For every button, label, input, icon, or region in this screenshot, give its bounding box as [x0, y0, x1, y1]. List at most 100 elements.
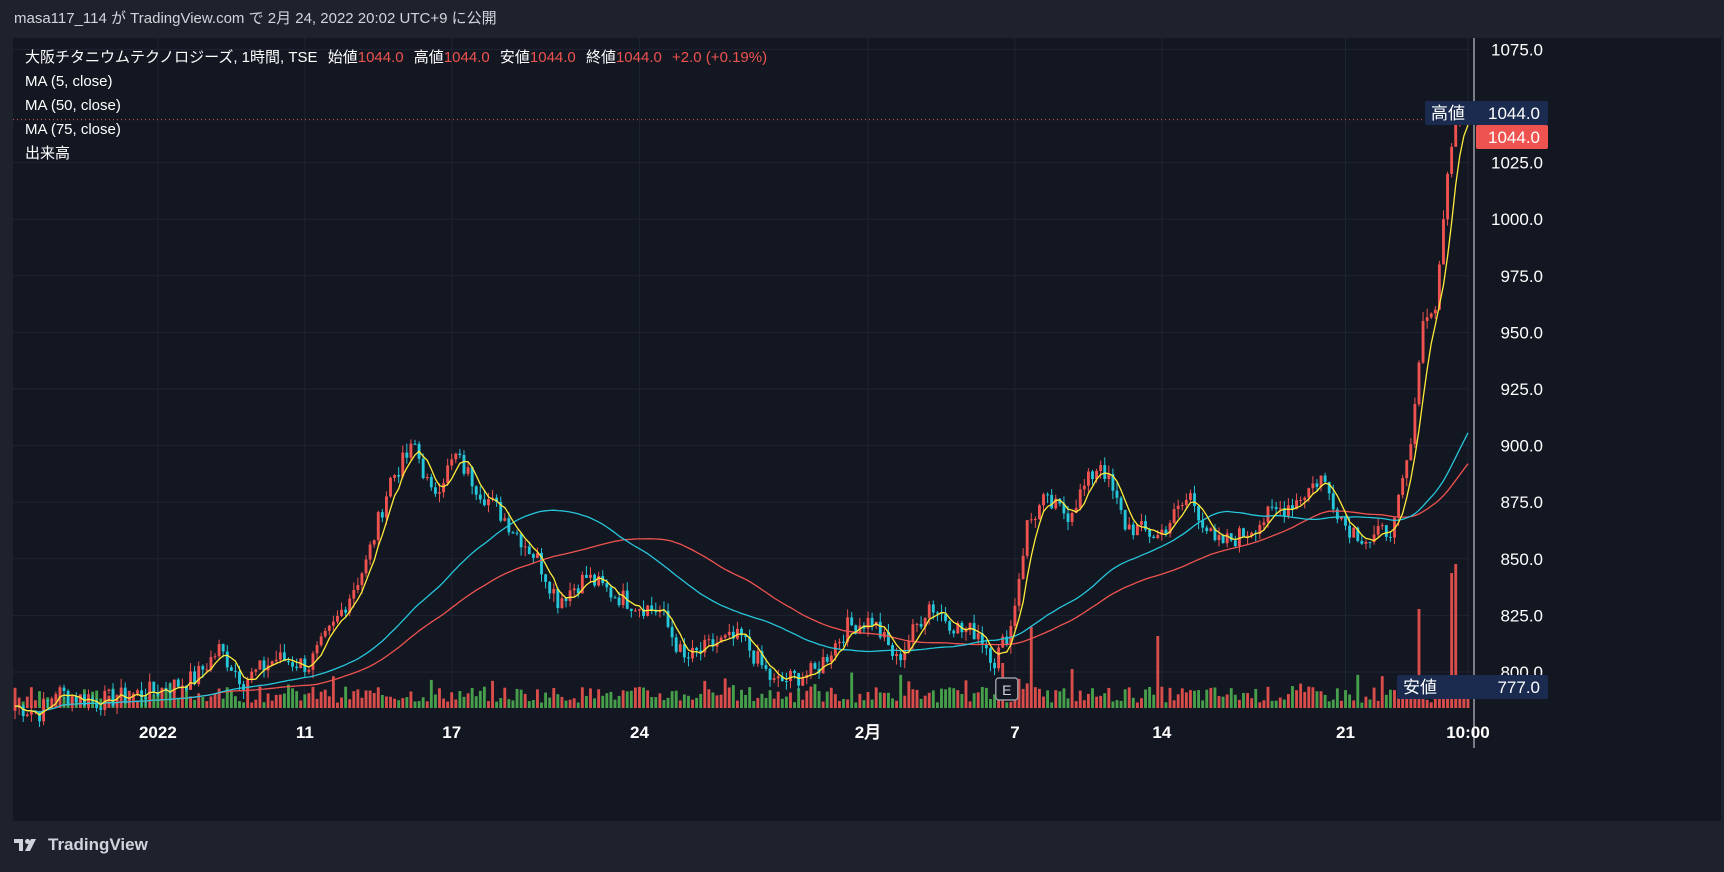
volume-bar	[107, 695, 111, 708]
candle-body	[413, 443, 417, 445]
volume-bar	[964, 680, 968, 708]
indicator-ma5[interactable]: MA (5, close)	[25, 73, 113, 90]
volume-bar	[1180, 688, 1184, 708]
x-tick-label: 24	[630, 723, 649, 742]
candle-body	[1009, 625, 1013, 645]
volume-bar	[711, 692, 715, 708]
low-label: 安値	[499, 49, 530, 66]
high-price-tag-value: 1044.0	[1488, 104, 1540, 123]
volume-bar	[1148, 687, 1152, 708]
candle-body	[229, 667, 233, 671]
candle-body	[552, 588, 556, 594]
volume-bar	[593, 698, 597, 708]
volume-bar	[466, 693, 470, 708]
volume-bar	[1221, 696, 1225, 708]
candle-body	[1148, 529, 1152, 537]
volume-bar	[735, 700, 739, 708]
candle-body	[1299, 500, 1303, 502]
volume-bar	[438, 688, 441, 708]
volume-bar	[225, 687, 229, 708]
volume-bar	[1209, 687, 1213, 708]
volume-bar	[784, 696, 788, 708]
chart-canvas[interactable]: 800.0825.0850.0875.0900.0925.0950.0975.0…	[13, 38, 1721, 821]
candle-body	[989, 648, 992, 663]
volume-bar	[217, 688, 221, 708]
volume-bar	[878, 692, 882, 708]
indicator-ma75[interactable]: MA (75, close)	[25, 121, 121, 138]
volume-bar	[156, 693, 160, 708]
symbol-name[interactable]: 大阪チタニウムテクノロジーズ, 1時間, TSE	[25, 49, 318, 66]
volume-bar	[1295, 690, 1298, 708]
candle-body	[1286, 505, 1290, 516]
volume-bar	[1217, 696, 1221, 708]
indicator-volume[interactable]: 出来高	[25, 145, 71, 162]
candle-body	[642, 609, 645, 616]
x-tick-label: 14	[1152, 723, 1171, 742]
volume-bar	[1062, 688, 1066, 708]
candle-body	[784, 681, 788, 683]
volume-bar	[1054, 690, 1058, 708]
volume-bar	[695, 697, 699, 708]
volume-bar	[495, 701, 499, 708]
volume-bar	[433, 694, 437, 708]
candle-body	[980, 633, 984, 645]
volume-bar	[1099, 695, 1103, 708]
candle-body	[1123, 510, 1127, 530]
volume-bar	[674, 690, 678, 708]
candle-body	[776, 676, 780, 679]
candle-body	[825, 657, 829, 662]
candle-body	[797, 673, 801, 686]
candle-body	[1193, 493, 1196, 507]
volume-bar	[1458, 692, 1462, 708]
volume-bar	[1229, 688, 1233, 708]
volume-bar	[576, 702, 580, 708]
candle-body	[487, 499, 490, 506]
volume-bar	[1156, 636, 1160, 708]
volume-bar	[376, 687, 380, 708]
candle-body	[523, 546, 527, 548]
candle-body	[548, 581, 552, 594]
candle-body	[1107, 474, 1111, 479]
volume-bar	[1437, 692, 1441, 708]
volume-bar	[870, 699, 874, 708]
volume-bar	[756, 697, 760, 708]
volume-bar	[850, 672, 854, 708]
volume-bar	[323, 689, 327, 708]
volume-bar	[511, 700, 515, 708]
volume-bar	[1266, 686, 1270, 708]
volume-bar	[666, 697, 670, 708]
volume-bar	[327, 696, 331, 708]
candle-body	[1005, 636, 1009, 645]
candle-body	[1046, 494, 1050, 496]
candle-body	[752, 650, 756, 664]
volume-bar	[25, 696, 29, 708]
candle-body	[107, 689, 111, 691]
candle-body	[560, 598, 564, 608]
candle-body	[956, 622, 960, 634]
x-tick-label: 2022	[139, 723, 177, 742]
earnings-marker[interactable]	[995, 677, 1019, 701]
candle-body	[1242, 528, 1245, 537]
candle-body	[1437, 264, 1441, 310]
candle-body	[123, 687, 127, 703]
y-tick-label: 1000.0	[1491, 210, 1543, 229]
candle-body	[311, 653, 315, 670]
volume-bar	[1291, 686, 1294, 708]
tradingview-logo[interactable]: TradingView	[14, 835, 148, 855]
candle-body	[1172, 509, 1176, 524]
candle-body	[144, 697, 148, 700]
volume-bar	[580, 687, 584, 708]
candle-body	[1225, 533, 1229, 544]
chart-area[interactable]: 800.0 825.0 850.0 875.0 900.0 925.0 950.0 975.0…	[13, 38, 1721, 821]
volume-bar	[862, 700, 866, 708]
indicator-ma50[interactable]: MA (50, close)	[25, 97, 121, 114]
volume-bar	[633, 687, 637, 708]
candle-body	[952, 630, 956, 634]
volume-bar	[258, 686, 262, 708]
volume-bar	[1201, 700, 1205, 708]
candle-body	[58, 687, 62, 697]
volume-bar	[1197, 690, 1201, 708]
volume-bar	[413, 701, 417, 708]
volume-bar	[189, 696, 192, 708]
volume-bar	[1242, 692, 1245, 708]
